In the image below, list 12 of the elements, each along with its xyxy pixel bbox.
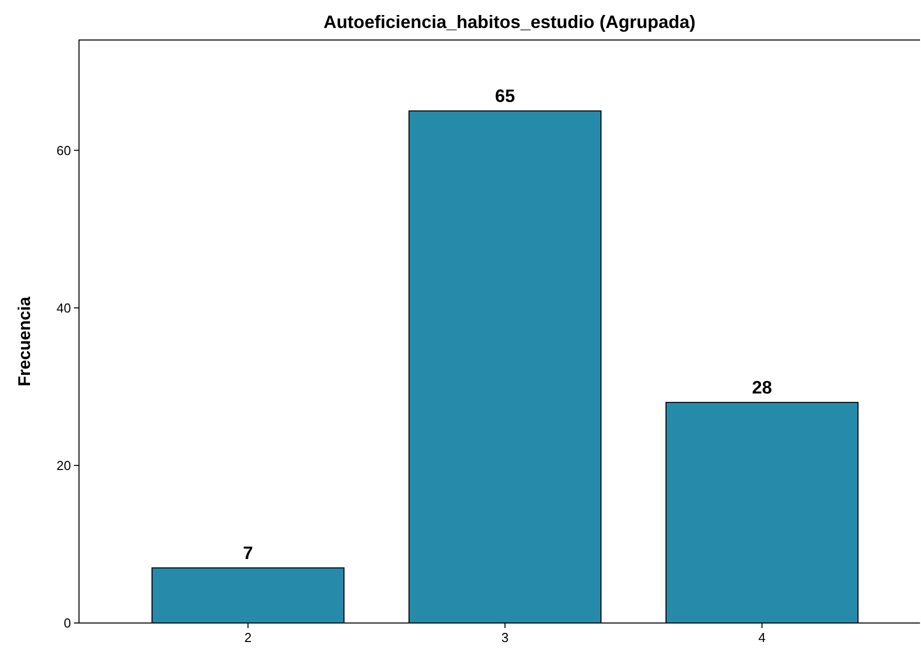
y-tick-label: 60	[56, 142, 71, 158]
y-tick-label: 20	[56, 458, 71, 473]
y-tick-label: 40	[56, 300, 71, 316]
x-tick-label: 3	[501, 630, 509, 645]
y-tick-label: 0	[64, 616, 71, 631]
chart-title: Autoeficiencia_habitos_estudio (Agrupada)	[323, 12, 696, 32]
y-axis-title: Frecuencia	[15, 296, 34, 386]
x-tick-label: 2	[244, 630, 252, 645]
data-label: 28	[752, 377, 772, 398]
data-label: 65	[494, 86, 516, 106]
data-label: 7	[242, 542, 254, 563]
x-tick-label: 4	[758, 630, 766, 645]
